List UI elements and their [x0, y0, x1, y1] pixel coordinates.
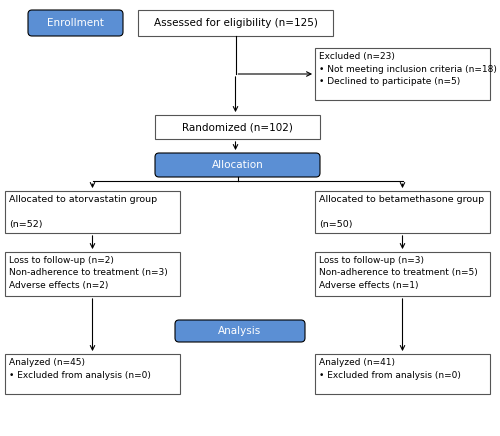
Text: Enrollment: Enrollment	[47, 18, 104, 28]
Text: Allocation: Allocation	[212, 160, 264, 170]
Text: Excluded (n=23)
• Not meeting inclusion criteria (n=18)
• Declined to participat: Excluded (n=23) • Not meeting inclusion …	[319, 52, 497, 86]
FancyBboxPatch shape	[155, 115, 320, 139]
Text: Loss to follow-up (n=2)
Non-adherence to treatment (n=3)
Adverse effects (n=2): Loss to follow-up (n=2) Non-adherence to…	[9, 256, 168, 290]
FancyBboxPatch shape	[315, 191, 490, 233]
FancyBboxPatch shape	[155, 153, 320, 177]
FancyBboxPatch shape	[5, 354, 180, 394]
Text: Assessed for eligibility (n=125): Assessed for eligibility (n=125)	[154, 18, 318, 28]
Text: Analysis: Analysis	[218, 326, 262, 336]
Text: Analyzed (n=45)
• Excluded from analysis (n=0): Analyzed (n=45) • Excluded from analysis…	[9, 358, 151, 379]
Text: Allocated to betamethasone group

(n=50): Allocated to betamethasone group (n=50)	[319, 195, 484, 229]
FancyBboxPatch shape	[315, 354, 490, 394]
Text: Allocated to atorvastatin group

(n=52): Allocated to atorvastatin group (n=52)	[9, 195, 157, 229]
FancyBboxPatch shape	[5, 252, 180, 296]
Text: Analyzed (n=41)
• Excluded from analysis (n=0): Analyzed (n=41) • Excluded from analysis…	[319, 358, 461, 379]
FancyBboxPatch shape	[5, 191, 180, 233]
FancyBboxPatch shape	[175, 320, 305, 342]
FancyBboxPatch shape	[315, 252, 490, 296]
Text: Loss to follow-up (n=3)
Non-adherence to treatment (n=5)
Adverse effects (n=1): Loss to follow-up (n=3) Non-adherence to…	[319, 256, 478, 290]
Text: Randomized (n=102): Randomized (n=102)	[182, 122, 293, 132]
FancyBboxPatch shape	[28, 10, 123, 36]
FancyBboxPatch shape	[315, 48, 490, 100]
FancyBboxPatch shape	[138, 10, 333, 36]
